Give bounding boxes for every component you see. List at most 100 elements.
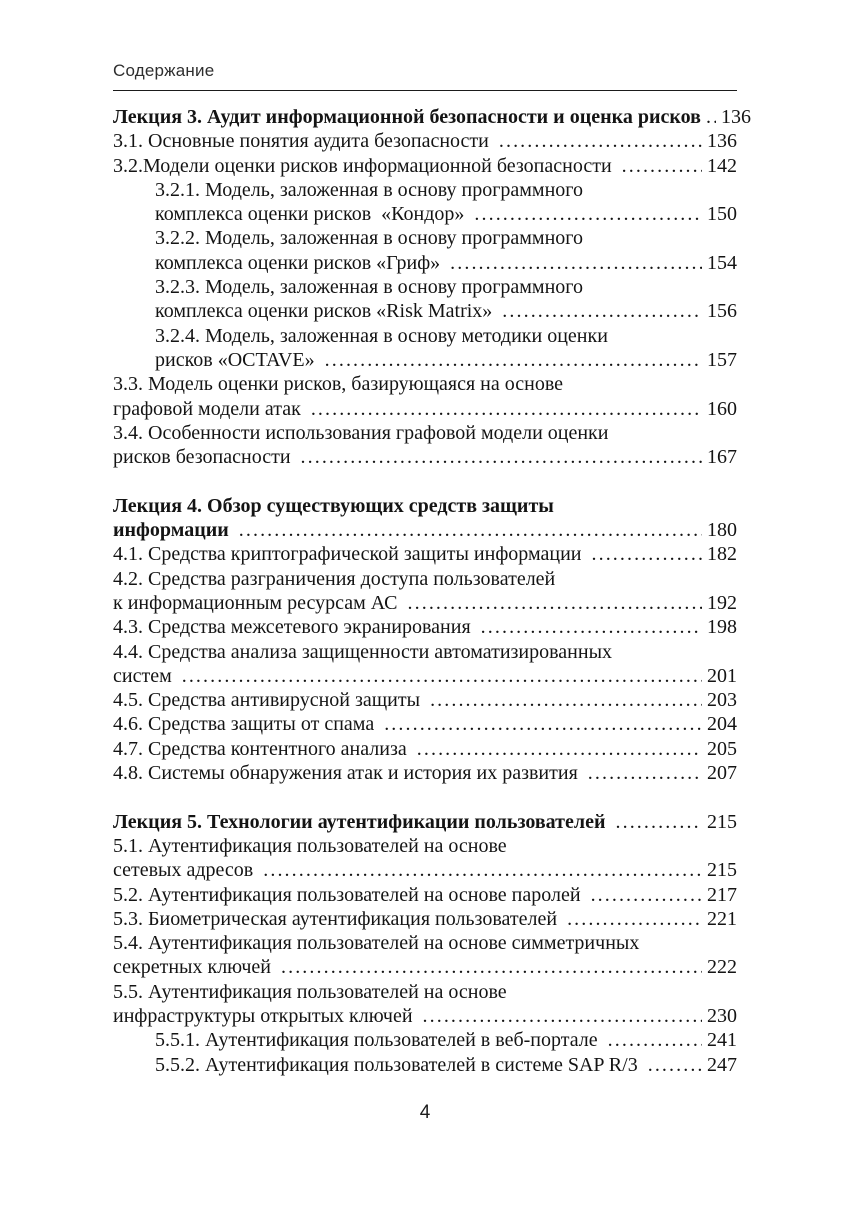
toc-entry: Лекция 5. Технологии аутентификации поль… — [113, 810, 737, 834]
dot-leader — [502, 299, 702, 323]
toc-entry: 3.2.Модели оценки рисков информационной … — [113, 154, 737, 178]
toc-entry-title: информации — [113, 519, 234, 542]
toc-page-number: 247 — [707, 1053, 737, 1076]
toc-entry-line: Лекция 4. Обзор существующих средств защ… — [113, 494, 737, 518]
toc-entry-line: 4.4. Средства анализа защищенности автом… — [113, 640, 737, 664]
dot-leader — [182, 664, 702, 688]
toc-entry-title: Лекция 4. Обзор существующих средств защ… — [113, 494, 554, 517]
toc-entry-title: инфраструктуры открытых ключей — [113, 1004, 418, 1027]
toc-entry-title: 5.4. Аутентификация пользователей на осн… — [113, 932, 640, 955]
toc-entry-line: 3.2.2. Модель, заложенная в основу прогр… — [155, 226, 737, 250]
toc-page-number: 241 — [707, 1029, 737, 1052]
toc-entry-title: комплекса оценки рисков «Кондор» — [155, 203, 470, 226]
toc-entry: 4.3. Средства межсетевого экранирования … — [113, 615, 737, 639]
toc-list: Лекция 3. Аудит информационной безопасно… — [113, 105, 751, 1077]
toc-entry-title: 5.5.2. Аутентификация пользователей в си… — [155, 1053, 643, 1076]
toc-entry-title: 4.2. Средства разграничения доступа поль… — [113, 567, 556, 590]
toc-page-number: 157 — [707, 348, 737, 371]
toc-entry-title: 4.3. Средства межсетевого экранирования — [113, 616, 476, 639]
toc-entry-title: секретных ключей — [113, 956, 276, 979]
toc-page-number: 142 — [707, 154, 737, 177]
toc-page-number: 207 — [707, 762, 737, 785]
dot-leader — [301, 445, 702, 469]
dot-leader — [592, 542, 703, 566]
toc-entry-line: 5.5.1. Аутентификация пользователей в ве… — [155, 1028, 737, 1052]
dot-leader — [588, 761, 702, 785]
toc-entry-line: 5.3. Биометрическая аутентификация польз… — [113, 907, 737, 931]
toc-entry-title: 5.2. Аутентификация пользователей на осн… — [113, 883, 586, 906]
toc-entry-line: комплекса оценки рисков «Risk Matrix» 15… — [155, 299, 737, 323]
toc-entry: 3.3. Модель оценки рисков, базирующаяся … — [113, 372, 737, 421]
toc-entry-line: 3.3. Модель оценки рисков, базирующаяся … — [113, 372, 737, 396]
dot-leader — [408, 591, 702, 615]
toc-entry-title: 5.5.1. Аутентификация пользователей в ве… — [155, 1029, 603, 1052]
toc-entry-line: 4.5. Средства антивирусной защиты 203 — [113, 688, 737, 712]
toc-entry-title: 4.7. Средства контентного анализа — [113, 737, 412, 760]
dot-leader — [474, 202, 702, 226]
toc-entry: 5.2. Аутентификация пользователей на осн… — [113, 883, 737, 907]
dot-leader — [499, 129, 702, 153]
page-number: 4 — [419, 1102, 431, 1123]
dot-leader — [430, 688, 702, 712]
toc-page-number: 217 — [707, 883, 737, 906]
toc-page-number: 203 — [707, 689, 737, 712]
toc-entry: Лекция 3. Аудит информационной безопасно… — [113, 105, 751, 129]
toc-entry: 5.5.2. Аутентификация пользователей в си… — [113, 1053, 737, 1077]
toc-entry-line: графовой модели атак 160 — [113, 397, 737, 421]
toc-page-number: 205 — [707, 737, 737, 760]
toc-entry-title: 5.5. Аутентификация пользователей на осн… — [113, 980, 507, 1003]
toc-entry-line: инфраструктуры открытых ключей 230 — [113, 1004, 737, 1028]
toc-entry-line: рисков безопасности 167 — [113, 445, 737, 469]
toc-entry-line: сетевых адресов 215 — [113, 858, 737, 882]
toc-entry-line: 3.2.3. Модель, заложенная в основу прогр… — [155, 275, 737, 299]
dot-leader — [325, 348, 702, 372]
toc-entry-title: рисков «OCTAVE» — [155, 348, 320, 371]
toc-entry-line: комплекса оценки рисков «Гриф» 154 — [155, 251, 737, 275]
toc-page-number: 215 — [707, 810, 737, 833]
toc-page-number: 230 — [707, 1004, 737, 1027]
toc-entry-title: 3.1. Основные понятия аудита безопасност… — [113, 130, 494, 153]
toc-page-number: 182 — [707, 543, 737, 566]
toc-entry: 3.2.1. Модель, заложенная в основу прогр… — [113, 178, 737, 227]
toc-entry-line: 3.4. Особенности использования графовой … — [113, 421, 737, 445]
toc-entry-line: 5.1. Аутентификация пользователей на осн… — [113, 834, 737, 858]
toc-page-number: 136 — [720, 106, 751, 128]
toc-entry: 3.2.3. Модель, заложенная в основу прогр… — [113, 275, 737, 324]
toc-entry-line: 4.1. Средства криптографической защиты и… — [113, 542, 737, 566]
header-rule — [113, 90, 737, 91]
dot-leader — [417, 737, 702, 761]
toc-entry-line: 5.4. Аутентификация пользователей на осн… — [113, 931, 737, 955]
toc-entry-title: 4.5. Средства антивирусной защиты — [113, 689, 426, 712]
toc-entry: 4.6. Средства защиты от спама 204 — [113, 712, 737, 736]
toc-page-number: 204 — [707, 713, 737, 736]
toc-entry-line: информации 180 — [113, 518, 737, 542]
toc-page-number: 150 — [707, 203, 737, 226]
toc-entry: 5.3. Биометрическая аутентификация польз… — [113, 907, 737, 931]
dot-leader — [450, 251, 702, 275]
toc-entry-line: 3.2.4. Модель, заложенная в основу метод… — [155, 324, 737, 348]
toc-page-number: 160 — [707, 397, 737, 420]
toc-page-number: 198 — [707, 616, 737, 639]
toc-entry: 5.5.1. Аутентификация пользователей в ве… — [113, 1028, 737, 1052]
toc-entry-line: 4.3. Средства межсетевого экранирования … — [113, 615, 737, 639]
toc-entry-line: 5.5.2. Аутентификация пользователей в си… — [155, 1053, 737, 1077]
dot-leader — [706, 105, 716, 129]
toc-entry-line: 3.2.1. Модель, заложенная в основу прогр… — [155, 178, 737, 202]
toc-entry: Лекция 4. Обзор существующих средств защ… — [113, 494, 737, 543]
toc-entry-title: 4.8. Системы обнаружения атак и история … — [113, 762, 583, 785]
toc-entry-line: к информационным ресурсам АС 192 — [113, 591, 737, 615]
toc-page-number: 222 — [707, 956, 737, 979]
toc-entry-title: графовой модели атак — [113, 397, 306, 420]
toc-entry-title: 5.3. Биометрическая аутентификация польз… — [113, 907, 563, 930]
dot-leader — [648, 1053, 702, 1077]
toc-entry: 3.2.4. Модель, заложенная в основу метод… — [113, 324, 737, 373]
toc-entry-title: к информационным ресурсам АС — [113, 591, 403, 614]
toc-entry-title: 3.2.2. Модель, заложенная в основу прогр… — [155, 227, 583, 250]
toc-entry: 4.4. Средства анализа защищенности автом… — [113, 640, 737, 689]
dot-leader — [616, 810, 703, 834]
toc-entry-title: 3.2.3. Модель, заложенная в основу прогр… — [155, 276, 583, 299]
toc-entry-line: секретных ключей 222 — [113, 955, 737, 979]
toc-entry-title: 3.2.4. Модель, заложенная в основу метод… — [155, 324, 608, 347]
toc-entry-title: 5.1. Аутентификация пользователей на осн… — [113, 834, 507, 857]
dot-leader — [263, 858, 702, 882]
